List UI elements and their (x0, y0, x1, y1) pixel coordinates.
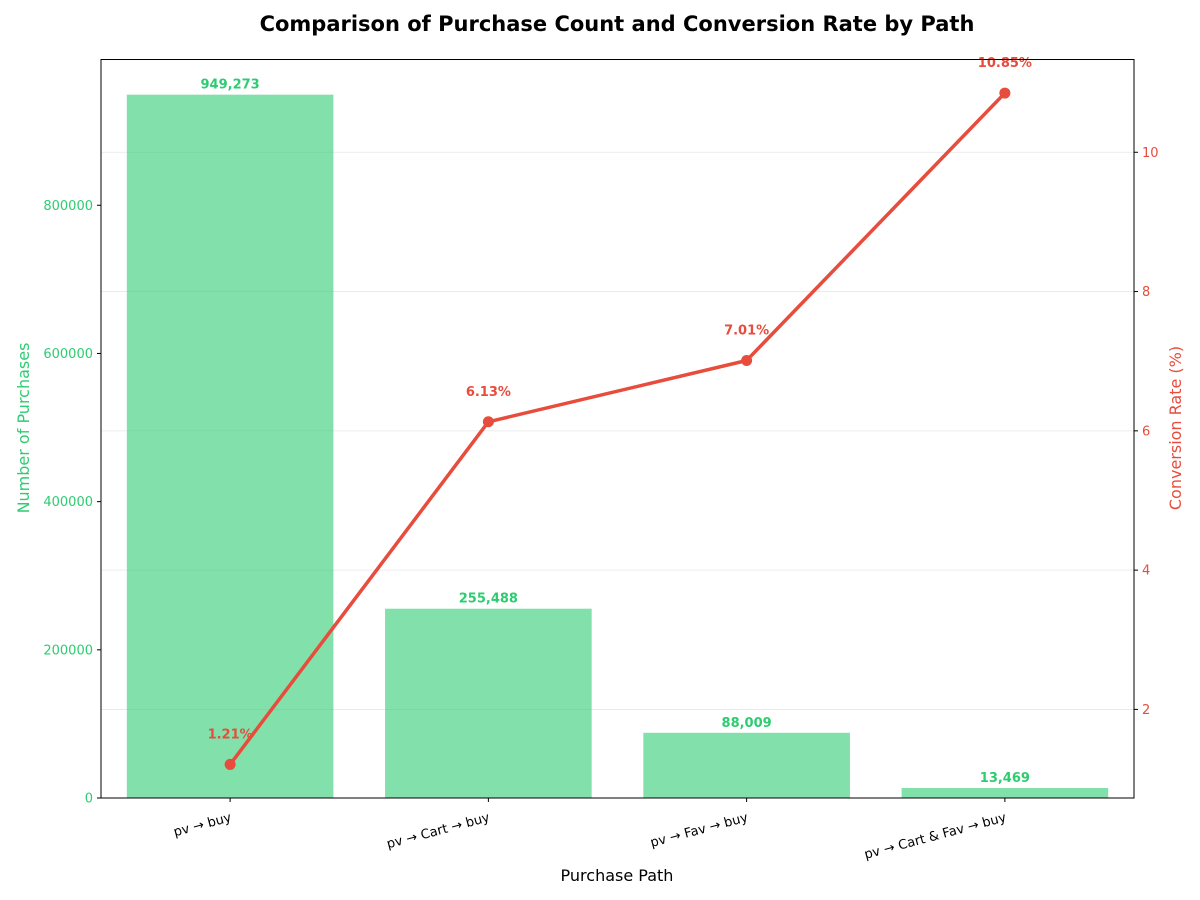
right-tick-label: 2 (1142, 703, 1150, 718)
left-tick-label: 0 (85, 792, 93, 807)
x-axis-label: Purchase Path (561, 866, 674, 885)
bar-value-label: 88,009 (722, 716, 772, 731)
right-tick-label: 10 (1142, 146, 1159, 161)
left-axis: 0 200000 400000 600000 800000 (43, 199, 101, 807)
bar (126, 94, 334, 798)
line-series (224, 87, 1011, 770)
bar-series (126, 94, 1109, 798)
right-tick-label: 6 (1142, 424, 1150, 439)
plot-frame (100, 59, 1135, 799)
line-point (999, 87, 1011, 99)
bar (385, 608, 592, 798)
right-tick-label: 8 (1142, 285, 1150, 300)
point-value-label: 6.13% (466, 385, 511, 400)
right-tick-label: 4 (1142, 564, 1150, 579)
bar-label-group: 949,273 255,488 88,009 13,469 (201, 78, 1030, 786)
point-value-label: 1.21% (208, 727, 253, 742)
line-point (482, 416, 494, 428)
right-axis: 2 4 6 8 10 (1134, 146, 1159, 718)
point-value-label: 7.01% (724, 323, 769, 338)
bar (901, 788, 1109, 798)
line-point (224, 758, 236, 770)
left-axis-label: Number of Purchases (14, 343, 33, 514)
bar-value-label: 255,488 (459, 592, 518, 607)
line-point (741, 354, 753, 366)
left-tick-label: 600000 (43, 347, 93, 362)
bar (643, 732, 850, 798)
left-tick-label: 200000 (43, 643, 93, 658)
conversion-rate-line (228, 91, 1007, 766)
left-tick-label: 800000 (43, 199, 93, 214)
bar-value-label: 949,273 (201, 78, 260, 93)
bar-value-label: 13,469 (980, 771, 1030, 786)
point-value-label: 10.85% (978, 56, 1032, 71)
left-tick-label: 400000 (43, 495, 93, 510)
right-axis-label: Conversion Rate (%) (1166, 346, 1185, 510)
chart-title: Comparison of Purchase Count and Convers… (260, 12, 975, 36)
